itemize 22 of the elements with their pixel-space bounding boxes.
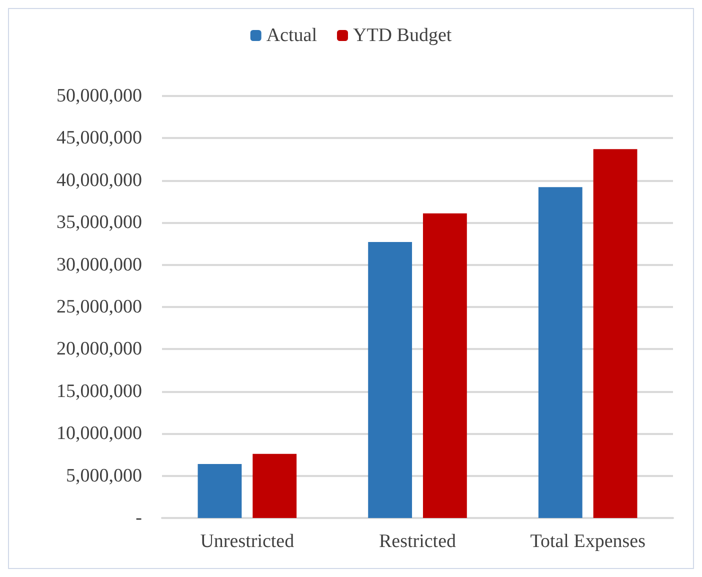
- legend-label: YTD Budget: [352, 25, 452, 46]
- legend-label: Actual: [266, 25, 317, 46]
- y-tick-label: 15,000,000: [56, 380, 142, 402]
- y-tick-label: 45,000,000: [56, 128, 142, 149]
- bar: [252, 454, 297, 518]
- y-tick-label: 10,000,000: [56, 423, 142, 444]
- bar: [593, 149, 638, 518]
- y-tick-label: 25,000,000: [56, 296, 142, 318]
- y-tick-label: 5,000,000: [66, 465, 142, 486]
- bar: [198, 464, 242, 518]
- y-tick-label: -: [136, 508, 142, 528]
- bar: [422, 213, 467, 518]
- y-tick-label: 50,000,000: [56, 86, 142, 106]
- y-tick-label: 40,000,000: [56, 170, 142, 191]
- bar: [368, 242, 412, 518]
- x-tick-label: Total Expenses: [530, 531, 646, 552]
- x-tick-label: Unrestricted: [200, 531, 295, 552]
- y-tick-label: 20,000,000: [56, 338, 142, 360]
- y-tick-label: 30,000,000: [56, 254, 142, 276]
- y-tick-label: 35,000,000: [56, 212, 142, 234]
- x-tick-label: Restricted: [378, 531, 457, 552]
- bar: [538, 187, 582, 518]
